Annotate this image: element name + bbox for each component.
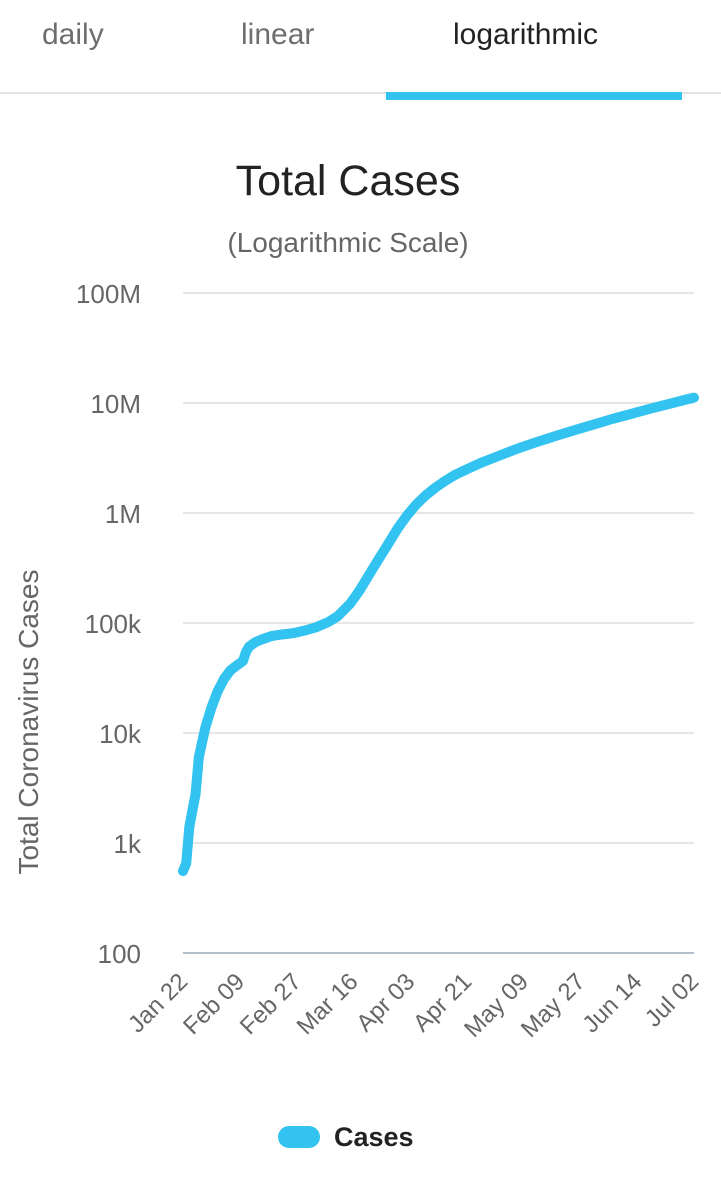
- x-tick-label: Jun 14: [577, 968, 647, 1038]
- y-tick-label: 10k: [99, 719, 142, 749]
- x-tick-label: May 27: [516, 968, 591, 1043]
- tab-linear[interactable]: linear: [241, 18, 315, 51]
- y-tick-label: 100M: [76, 279, 141, 309]
- y-tick-label: 10M: [90, 389, 141, 419]
- y-axis-ticks: 100 1k 10k 100k 1M 10M 100M: [76, 279, 142, 969]
- tab-bar: daily linear logarithmic: [0, 0, 721, 94]
- y-tick-label: 1M: [105, 499, 141, 529]
- chart-title: Total Cases: [236, 157, 461, 205]
- tab-logarithmic[interactable]: logarithmic: [453, 18, 599, 51]
- x-tick-label: Apr 03: [351, 968, 420, 1037]
- y-tick-label: 100: [98, 939, 141, 969]
- series-group: [178, 392, 699, 877]
- legend-item-cases[interactable]: Cases: [278, 1119, 414, 1155]
- y-tick-label: 100k: [85, 609, 142, 639]
- active-tab-indicator: [386, 92, 682, 100]
- legend-label: Cases: [334, 1121, 414, 1152]
- y-tick-label: 1k: [114, 829, 142, 859]
- series-line-cases: [178, 392, 699, 877]
- x-tick-label: Feb 27: [235, 968, 307, 1040]
- gridlines: [183, 292, 694, 954]
- chart-subtitle: (Logarithmic Scale): [227, 227, 468, 258]
- x-tick-label: Jul 02: [640, 968, 704, 1032]
- y-axis-title: Total Coronavirus Cases: [13, 569, 44, 874]
- tab-daily[interactable]: daily: [42, 18, 104, 51]
- legend-swatch-icon: [278, 1126, 320, 1148]
- x-tick-label: Feb 09: [178, 968, 250, 1040]
- x-tick-label: Jan 22: [123, 968, 193, 1038]
- x-tick-label: Mar 16: [292, 968, 364, 1040]
- total-cases-chart: Total Cases (Logarithmic Scale) Total Co…: [13, 157, 704, 1043]
